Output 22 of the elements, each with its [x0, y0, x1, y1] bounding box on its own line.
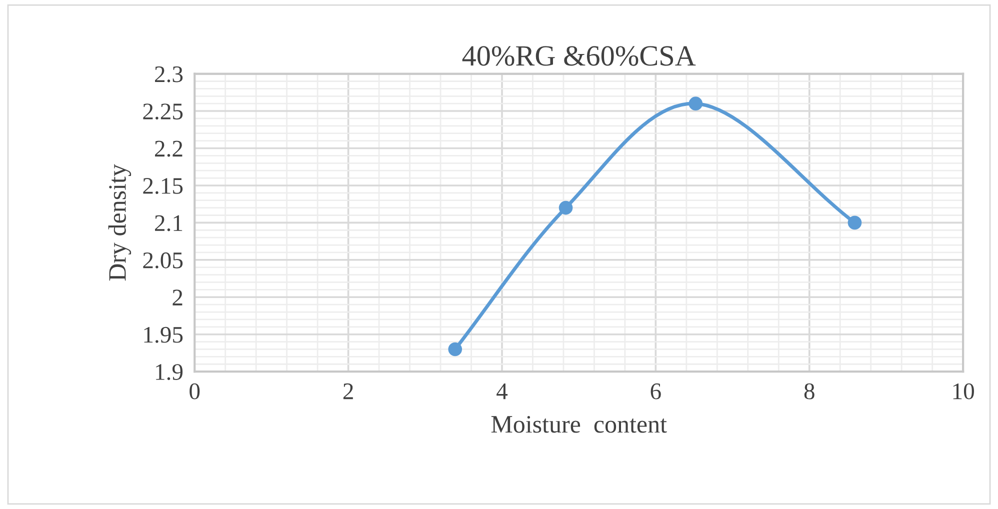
x-tick-label: 4: [496, 384, 508, 400]
y-tick-label: 2.15: [143, 178, 183, 194]
y-tick-label: 2: [172, 290, 182, 306]
x-tick-label: 10: [953, 383, 974, 400]
x-tick-label: 8: [804, 383, 814, 400]
x-axis-title: Moisture content: [491, 416, 667, 433]
y-tick-label: 2.2: [155, 140, 182, 157]
y-axis-title: Dry density: [108, 164, 132, 281]
point: [688, 96, 703, 110]
y-tick-label: 2.1: [155, 215, 182, 232]
point: [558, 200, 573, 215]
chart-title: 40%RG &60%CSA: [462, 46, 696, 66]
x-tick-label: 6: [650, 383, 661, 400]
point: [448, 342, 462, 356]
y-tick-label: 2.05: [143, 252, 183, 268]
x-tick-label: 2: [343, 383, 353, 400]
y-tick-label: 2.3: [155, 66, 183, 82]
y-tick-label: 1.95: [144, 326, 183, 343]
x-tick-label: 0: [190, 383, 200, 400]
y-tick-label: 1.9: [156, 364, 183, 380]
y-tick-label: 2.25: [143, 104, 183, 120]
point: [848, 216, 862, 230]
